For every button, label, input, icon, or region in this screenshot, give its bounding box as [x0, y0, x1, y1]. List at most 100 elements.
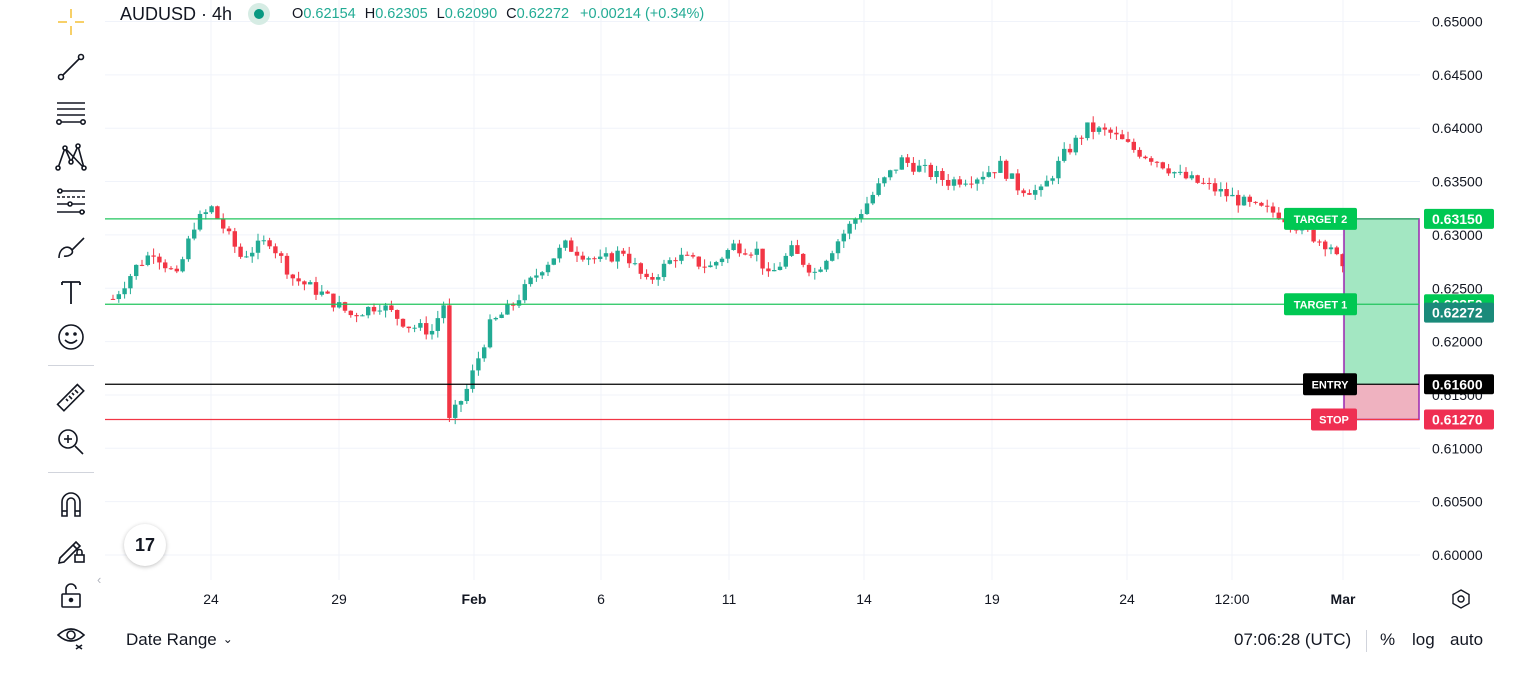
- log-toggle[interactable]: log: [1412, 630, 1435, 649]
- zoom-in-icon[interactable]: [50, 422, 92, 462]
- magnet-icon[interactable]: [50, 484, 92, 524]
- fib-retracement-icon[interactable]: [50, 182, 92, 222]
- candle-body: [122, 288, 127, 295]
- trend-line-icon[interactable]: [50, 47, 92, 87]
- unlock-icon[interactable]: [50, 575, 92, 615]
- candle-body: [267, 240, 272, 247]
- candle-body: [221, 218, 226, 229]
- candle: [163, 259, 168, 273]
- candle: [1172, 171, 1177, 178]
- candle-body: [963, 183, 968, 185]
- candle-body: [429, 330, 435, 335]
- candle-body: [957, 179, 962, 185]
- candle: [1253, 201, 1258, 205]
- candle: [1038, 184, 1044, 197]
- candle: [1218, 182, 1223, 197]
- candle-body: [1027, 193, 1032, 195]
- candle-body: [180, 259, 185, 272]
- eye-icon[interactable]: [50, 616, 92, 656]
- candle: [1207, 177, 1212, 190]
- candle: [296, 271, 301, 286]
- candle: [1096, 125, 1102, 135]
- candle: [1079, 135, 1084, 145]
- candle: [963, 179, 968, 187]
- candle: [731, 239, 736, 251]
- ruler-icon[interactable]: [50, 378, 92, 418]
- candle-body: [690, 255, 696, 257]
- candle: [754, 241, 759, 262]
- candle-body: [975, 179, 980, 184]
- candle-body: [1195, 175, 1200, 183]
- candle: [505, 299, 510, 315]
- candle: [650, 272, 655, 284]
- candle: [203, 209, 208, 220]
- candle-body: [1091, 122, 1096, 132]
- candle-body: [917, 165, 922, 172]
- chart-grid: [105, 0, 1420, 580]
- candle: [806, 262, 812, 277]
- candle: [563, 239, 568, 251]
- candle: [766, 262, 771, 277]
- candle-body: [888, 170, 893, 178]
- candle: [586, 256, 591, 266]
- candle-body: [1334, 247, 1339, 255]
- candle: [412, 324, 417, 333]
- candle-body: [992, 172, 997, 174]
- candle-body: [574, 251, 580, 256]
- candle: [893, 169, 899, 174]
- candle: [209, 205, 214, 214]
- candle: [511, 302, 516, 311]
- candle-body: [603, 253, 609, 257]
- candle: [1050, 175, 1055, 185]
- utc-clock[interactable]: 07:06:28 (UTC): [1234, 630, 1352, 649]
- price-label-bg: [1424, 208, 1494, 229]
- y-axis-tick-label: 0.63500: [1432, 174, 1483, 190]
- candle: [1259, 201, 1264, 207]
- candle: [395, 309, 400, 326]
- candle-body: [1323, 241, 1328, 250]
- candle-body: [522, 284, 527, 301]
- auto-toggle[interactable]: auto: [1450, 630, 1484, 649]
- candle: [499, 312, 504, 319]
- candle-body: [1166, 168, 1171, 174]
- candle: [957, 175, 962, 188]
- collapse-toolbar-icon[interactable]: ‹: [97, 572, 102, 587]
- candle-body: [476, 358, 481, 371]
- pattern-icon[interactable]: [50, 137, 92, 177]
- symbol-title[interactable]: AUDUSD · 4h: [120, 3, 233, 24]
- candle-body: [377, 310, 382, 312]
- percent-toggle[interactable]: %: [1380, 630, 1396, 649]
- toolbar-separator: [48, 365, 94, 366]
- candle: [180, 256, 185, 273]
- candle-body: [864, 203, 870, 215]
- price-chart[interactable]: TARGET 2 TARGET 1 ENTRY STOP 0.65000 0.64500 0…: [0, 0, 1520, 620]
- x-axis-tick-label: 14: [856, 591, 872, 607]
- candle: [290, 273, 295, 286]
- y-axis-tick-label: 0.65000: [1432, 14, 1483, 30]
- candle-body: [772, 270, 777, 272]
- settings-icon[interactable]: [1449, 587, 1473, 611]
- lock-drawing-icon[interactable]: [50, 529, 92, 569]
- candle-body: [215, 206, 220, 219]
- candle-body: [470, 370, 475, 389]
- tradingview-logo[interactable]: 17: [124, 524, 166, 566]
- horizontal-lines-icon[interactable]: [50, 92, 92, 132]
- candle: [1120, 129, 1125, 140]
- text-icon[interactable]: [50, 272, 92, 312]
- candle-body: [545, 264, 551, 273]
- candle-body: [174, 268, 179, 272]
- candle-body: [1056, 160, 1061, 179]
- candle: [789, 240, 794, 257]
- brush-icon[interactable]: [50, 227, 92, 267]
- candle-body: [1178, 171, 1183, 173]
- emoji-icon[interactable]: [50, 317, 92, 357]
- candle: [1067, 143, 1073, 155]
- candle: [261, 235, 266, 245]
- date-range-button[interactable]: Date Range ⌄: [126, 630, 233, 650]
- price-label-text: 0.63150: [1432, 211, 1483, 227]
- candle: [934, 165, 939, 184]
- candle-body: [592, 258, 597, 260]
- candle: [319, 285, 324, 297]
- candle-body: [116, 294, 121, 300]
- crosshair-icon[interactable]: [50, 2, 92, 42]
